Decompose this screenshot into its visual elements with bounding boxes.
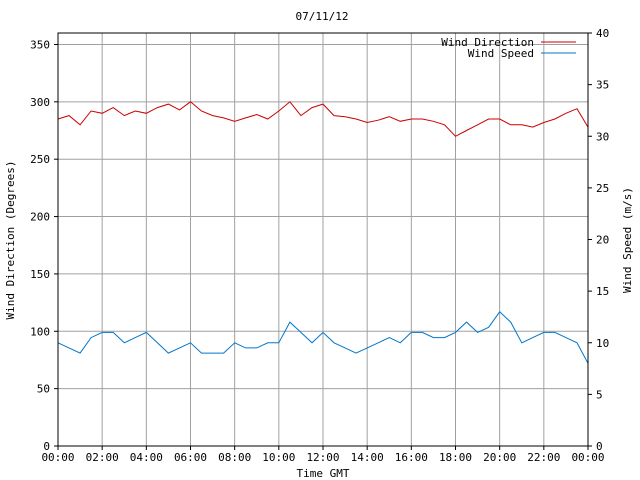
grid-lines [58, 33, 588, 446]
right-tick-label: 20 [596, 234, 609, 247]
wind-speed-line [57, 311, 589, 364]
right-tick-label: 30 [596, 130, 609, 143]
left-tick-label: 200 [30, 211, 50, 224]
left-tick-label: 350 [30, 38, 50, 51]
left-axis-label: Wind Direction (Degrees) [4, 161, 17, 320]
series-lines [57, 101, 589, 364]
right-tick-label: 5 [596, 388, 603, 401]
wind-direction-line [57, 101, 589, 137]
right-tick-label: 15 [596, 285, 609, 298]
x-tick-label: 16:00 [395, 451, 428, 464]
x-tick-label: 06:00 [174, 451, 207, 464]
legend-label-wind-speed: Wind Speed [468, 47, 534, 60]
right-tick-label: 35 [596, 79, 609, 92]
left-tick-label: 300 [30, 96, 50, 109]
x-tick-label: 22:00 [527, 451, 560, 464]
x-tick-label: 00:00 [41, 451, 74, 464]
right-axis-label: Wind Speed (m/s) [621, 187, 634, 293]
left-tick-label: 50 [37, 383, 50, 396]
x-axis-label: Time GMT [297, 467, 350, 480]
right-axis-ticks: 0 5 10 15 20 25 30 35 40 [588, 27, 609, 453]
left-tick-label: 250 [30, 153, 50, 166]
right-tick-label: 25 [596, 182, 609, 195]
left-tick-label: 0 [43, 440, 50, 453]
x-axis-ticks: 00:00 02:00 04:00 06:00 08:00 10:00 12:00 14:00… [41, 446, 605, 464]
left-axis-ticks: 0 50 100 150 200 250 300 350 [30, 38, 58, 453]
legend-label-wind-direction: Wind Direction [441, 36, 534, 49]
x-tick-label: 08:00 [218, 451, 251, 464]
x-tick-label: 00:00 [571, 451, 604, 464]
left-tick-label: 150 [30, 268, 50, 281]
x-tick-label: 20:00 [483, 451, 516, 464]
left-tick-label: 100 [30, 325, 50, 338]
x-tick-label: 02:00 [86, 451, 119, 464]
x-tick-label: 12:00 [306, 451, 339, 464]
x-tick-label: 04:00 [130, 451, 163, 464]
x-tick-label: 18:00 [439, 451, 472, 464]
right-tick-label: 0 [596, 440, 603, 453]
right-tick-label: 40 [596, 27, 609, 40]
right-tick-label: 10 [596, 337, 609, 350]
x-tick-label: 10:00 [262, 451, 295, 464]
x-tick-label: 14:00 [351, 451, 384, 464]
chart-title: 07/11/12 [296, 10, 349, 23]
